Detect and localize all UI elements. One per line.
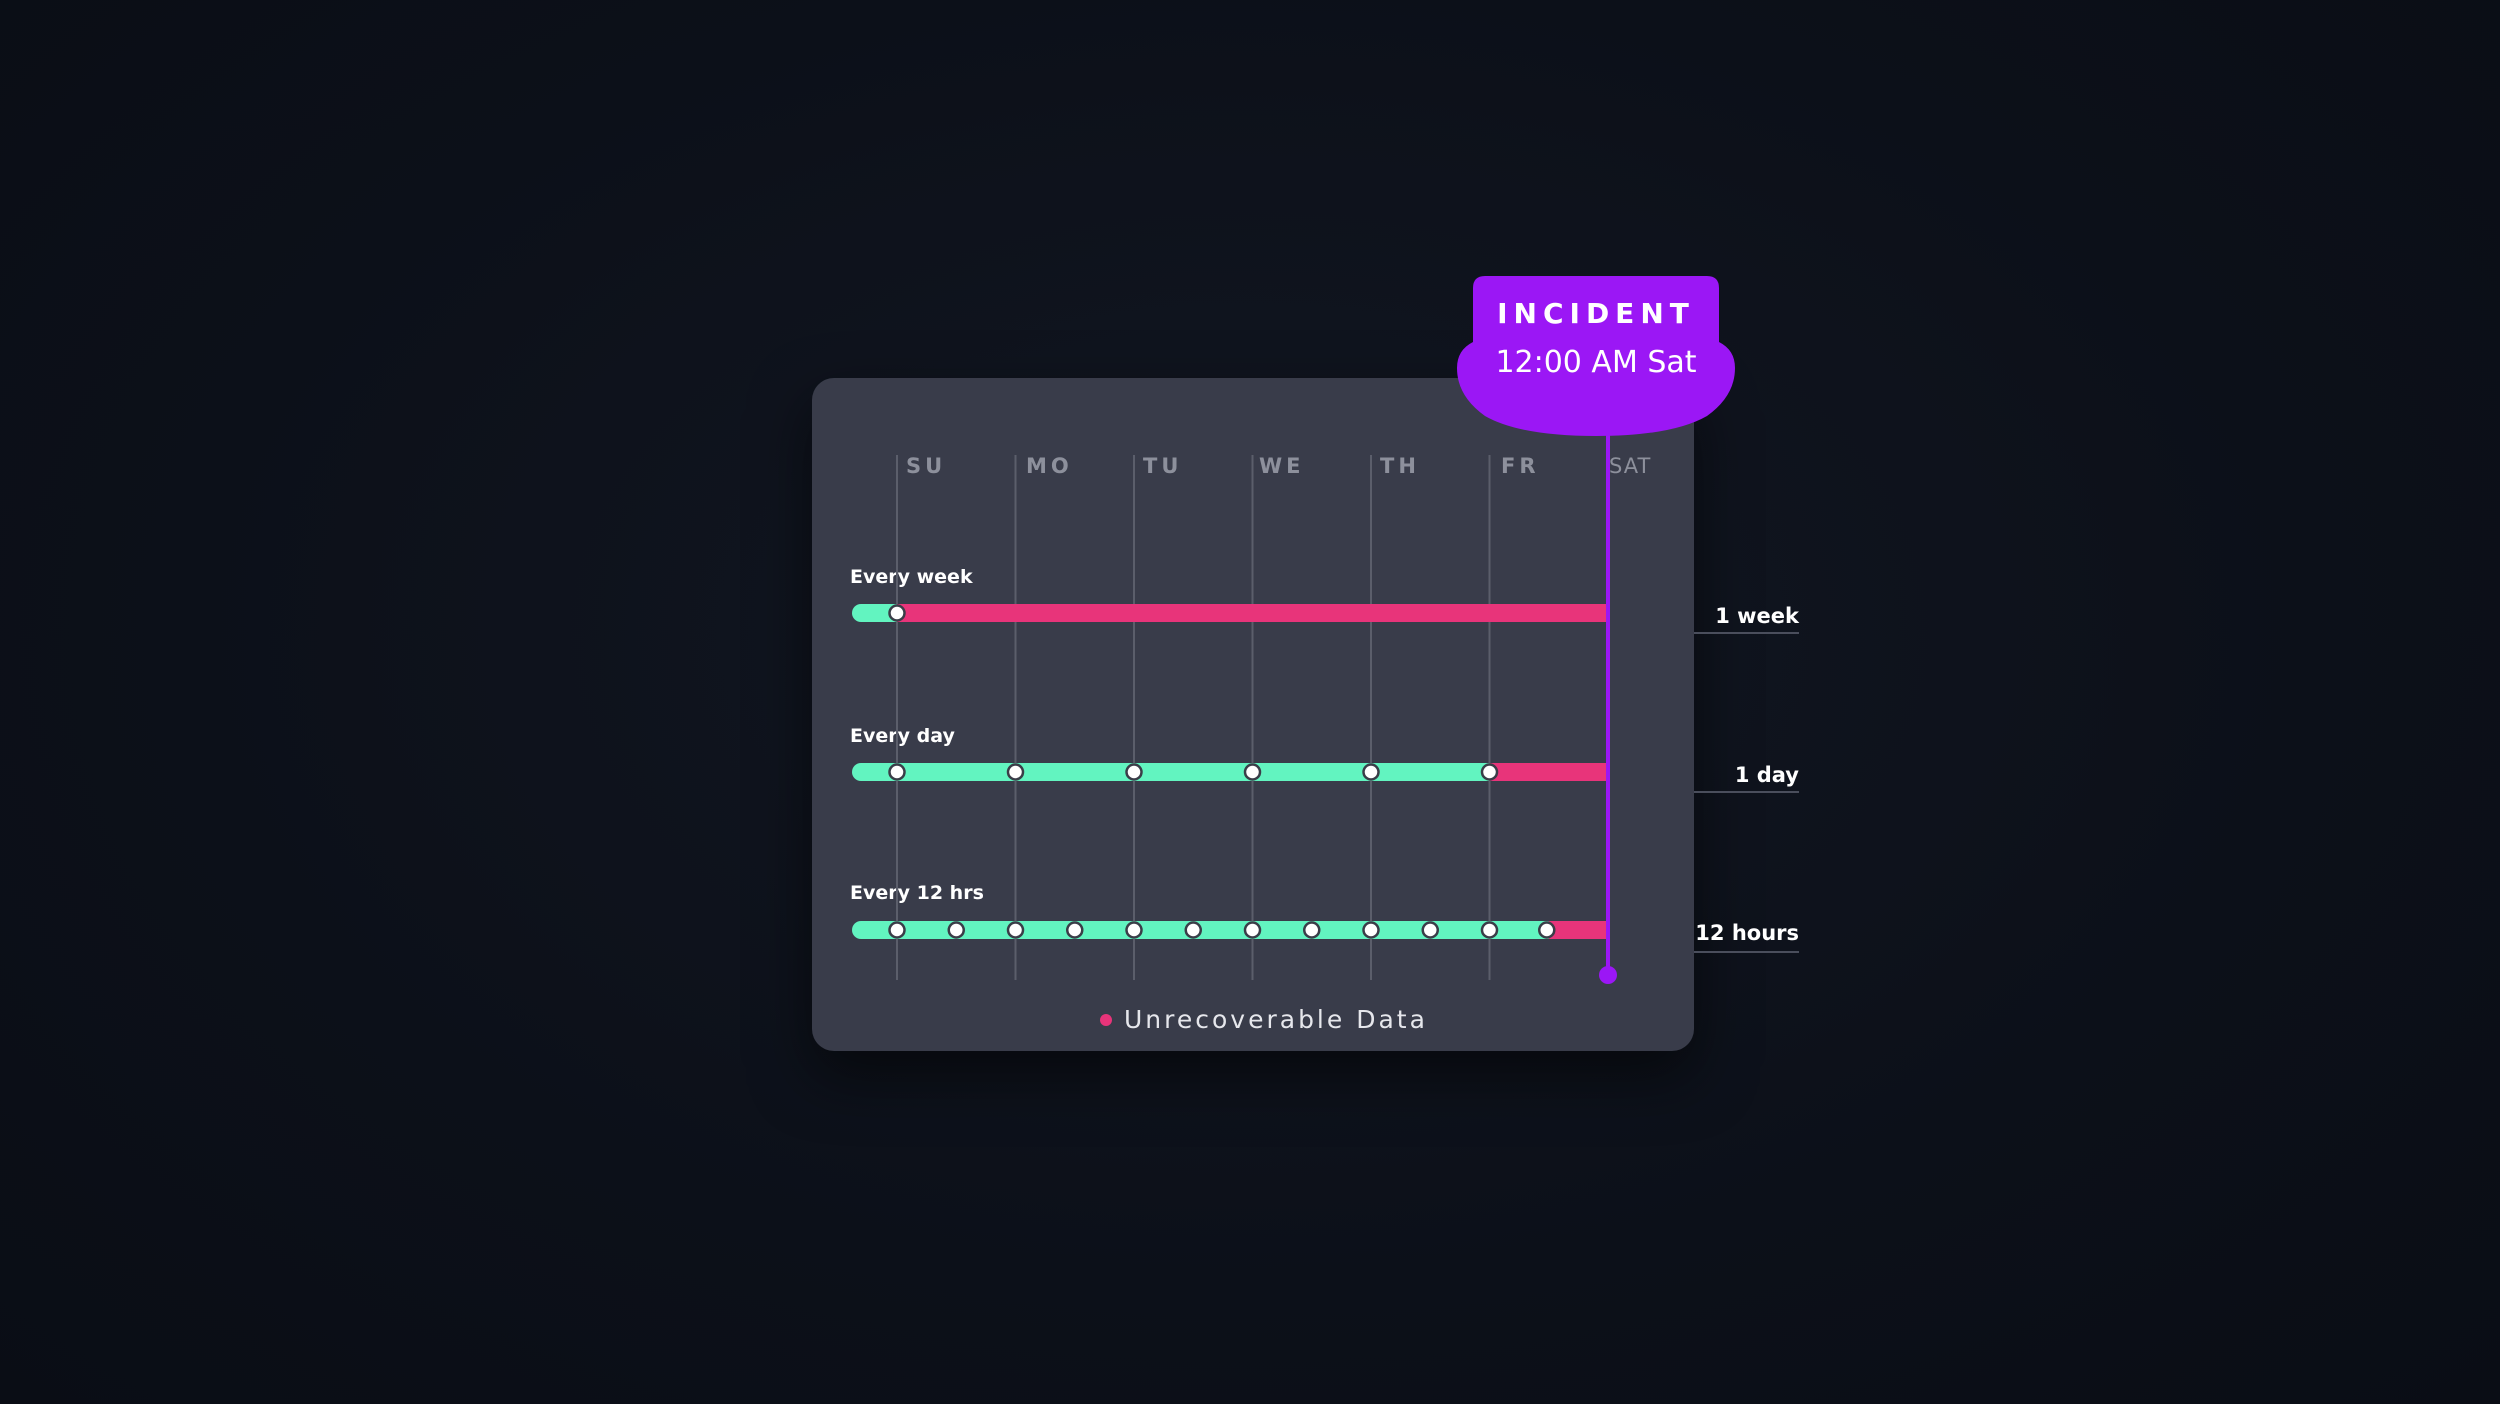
- day-label-we: WE: [1259, 454, 1305, 478]
- bar-unrecoverable-1: [1489, 763, 1608, 781]
- row-label-every-week: Every week: [850, 566, 973, 588]
- backup-point-2-11: [1538, 921, 1556, 939]
- backup-point-0-0: [888, 604, 906, 622]
- incident-title: INCIDENT: [1497, 297, 1695, 330]
- bar-recoverable-1: [852, 763, 1498, 781]
- incident-bubble: [1457, 276, 1735, 436]
- backup-point-2-0: [888, 921, 906, 939]
- row-label-every-12-hrs: Every 12 hrs: [850, 882, 984, 904]
- legend: Unrecoverable Data: [1100, 1005, 1440, 1034]
- day-label-su: SU: [906, 454, 947, 478]
- legend-swatch-unrecoverable: [1100, 1013, 1112, 1026]
- incident-time: 12:00 AM Sat: [1495, 345, 1697, 380]
- bar-recoverable-2: [852, 921, 1557, 939]
- day-label-mo: MO: [1026, 454, 1073, 478]
- loss-rule-1-day: [1694, 791, 1799, 793]
- bar-unrecoverable-2: [1548, 921, 1608, 939]
- backup-point-1-0: [888, 763, 906, 781]
- backup-point-2-9: [1421, 921, 1439, 939]
- day-label-sat: SAT: [1609, 454, 1652, 478]
- backup-point-2-7: [1303, 921, 1321, 939]
- day-label-fr: FR: [1501, 454, 1540, 478]
- loss-rule-12-hours: [1694, 951, 1799, 953]
- backup-point-1-1: [1006, 763, 1025, 781]
- loss-label-1-week: 1 week: [1715, 604, 1799, 628]
- backup-point-2-6: [1243, 921, 1262, 939]
- row-label-every-day: Every day: [850, 725, 955, 747]
- backup-point-2-5: [1184, 921, 1202, 939]
- legend-label: Unrecoverable Data: [1124, 1005, 1428, 1034]
- backup-point-1-3: [1243, 763, 1262, 781]
- backup-point-2-10: [1480, 921, 1499, 939]
- backup-point-2-3: [1066, 921, 1084, 939]
- backup-point-2-2: [1006, 921, 1025, 939]
- loss-rule-1-week: [1694, 632, 1799, 634]
- backup-point-2-1: [947, 921, 965, 939]
- backup-point-1-5: [1480, 763, 1499, 781]
- incident-marker: [1599, 966, 1617, 984]
- backup-point-1-2: [1125, 763, 1143, 781]
- day-label-tu: TU: [1143, 454, 1183, 478]
- loss-label-1-day: 1 day: [1734, 763, 1799, 787]
- bar-unrecoverable-0: [897, 604, 1608, 622]
- backup-point-2-8: [1362, 921, 1380, 939]
- loss-label-12-hours: 12 hours: [1695, 921, 1799, 945]
- day-label-th: TH: [1380, 454, 1420, 478]
- backup-point-2-4: [1125, 921, 1143, 939]
- backup-point-1-4: [1362, 763, 1380, 781]
